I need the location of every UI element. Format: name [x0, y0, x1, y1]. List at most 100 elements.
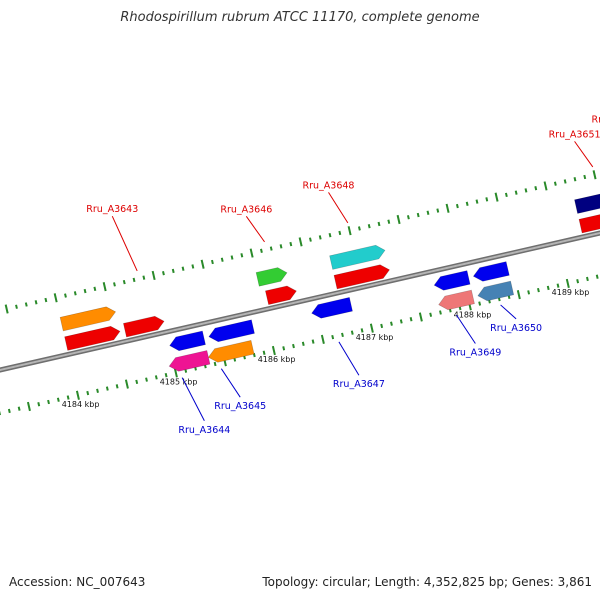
reverse-tick — [66, 395, 70, 400]
forward-tick — [289, 241, 293, 247]
reverse-tick — [213, 361, 217, 367]
forward-gene-label: Rru_A3646 — [220, 204, 272, 215]
reverse-tick — [390, 321, 393, 326]
reverse-tick — [439, 310, 442, 315]
forward-tick — [553, 181, 557, 186]
forward-tick — [416, 212, 420, 218]
forward-tick — [249, 248, 254, 258]
reverse-tick — [478, 301, 482, 306]
reverse-gene-arrow — [207, 340, 255, 363]
forward-tick — [426, 210, 430, 215]
forward-tick — [34, 300, 38, 305]
reverse-tick — [7, 408, 11, 414]
reverse-tick — [418, 312, 423, 322]
forward-tick — [406, 215, 410, 220]
reverse-tick — [262, 350, 266, 355]
forward-tick — [44, 297, 48, 303]
reverse-label-leader — [500, 304, 517, 320]
forward-tick — [396, 214, 401, 225]
reverse-gene-arrow — [433, 270, 471, 291]
reverse-tick — [320, 334, 325, 344]
reverse-gene-arrow — [472, 261, 510, 282]
reverse-tick — [271, 345, 276, 356]
forward-tick — [102, 281, 107, 292]
reverse-tick — [135, 379, 139, 385]
forward-tick — [220, 257, 224, 262]
forward-tick — [142, 275, 146, 280]
tick-layer: 4184 kbp 4185 kbp 4186 kbp 4187 kbp 4188 kbp… — [0, 170, 599, 416]
kbp-label: 4186 kbp — [258, 355, 296, 364]
forward-tick — [592, 170, 597, 180]
reverse-gene-arrow — [168, 350, 211, 372]
reverse-tick — [527, 290, 531, 295]
reverse-tick — [47, 399, 50, 405]
forward-tick — [308, 237, 312, 242]
reverse-tick — [75, 390, 80, 400]
forward-tick — [162, 271, 165, 276]
forward-tick — [494, 192, 499, 202]
forward-gene-arrow — [333, 264, 390, 290]
kbp-label: 4184 kbp — [62, 400, 100, 409]
reverse-tick — [17, 406, 21, 411]
reverse-label-leader — [338, 341, 360, 376]
reverse-tick — [154, 375, 158, 380]
reverse-tick — [86, 390, 90, 396]
forward-gene-arrow — [64, 325, 121, 351]
reverse-tick — [311, 339, 315, 344]
reverse-tick — [546, 285, 550, 291]
forward-tick — [181, 266, 185, 271]
accession-text: Accession: NC_007643 — [9, 575, 146, 589]
reverse-tick — [565, 278, 570, 289]
reverse-gene-arrow — [208, 319, 255, 343]
forward-tick — [436, 208, 440, 213]
forward-tick — [171, 268, 175, 274]
forward-gene-arrow — [574, 193, 600, 214]
forward-tick — [24, 302, 28, 307]
kbp-label: 4188 kbp — [454, 310, 492, 319]
reverse-tick — [586, 276, 589, 282]
reverse-label-leader — [456, 314, 476, 344]
gene-layer — [59, 193, 600, 372]
forward-tick — [387, 219, 391, 224]
forward-gene-arrow — [255, 267, 288, 287]
reverse-gene-label: Rru_A3650 — [490, 323, 542, 334]
forward-tick — [514, 190, 518, 195]
reverse-gene-arrow — [477, 280, 515, 302]
forward-tick — [240, 253, 244, 258]
forward-gene-arrow — [59, 306, 117, 332]
forward-tick — [53, 293, 58, 303]
reverse-tick — [331, 334, 335, 340]
forward-gene-label: Rru_A3651 — [549, 129, 600, 140]
forward-tick — [543, 181, 548, 191]
forward-tick — [504, 192, 508, 198]
forward-tick — [83, 288, 87, 294]
forward-tick — [113, 282, 116, 287]
forward-tick — [4, 304, 9, 314]
forward-tick — [211, 259, 214, 265]
reverse-gene-arrow — [311, 297, 353, 319]
reverse-tick — [360, 328, 364, 333]
reverse-tick — [164, 372, 168, 378]
forward-tick — [534, 186, 538, 191]
forward-tick — [583, 174, 587, 180]
forward-label-leader — [328, 192, 349, 224]
forward-label-leader — [111, 215, 138, 272]
forward-tick — [191, 264, 195, 269]
forward-tick — [15, 304, 18, 309]
forward-tick — [338, 230, 342, 236]
forward-tick — [298, 237, 303, 247]
reverse-tick — [96, 388, 99, 393]
forward-gene-label: Rru_A3643 — [86, 204, 138, 215]
forward-gene-arrow — [578, 214, 600, 234]
reverse-gene-arrow — [438, 289, 475, 311]
reverse-gene-label: Rru_A3644 — [178, 425, 230, 436]
forward-tick — [122, 279, 126, 285]
reverse-label-leader — [181, 377, 205, 422]
reverse-tick — [516, 290, 521, 300]
forward-tick — [260, 248, 263, 253]
reverse-gene-label: Rru_A3647 — [333, 379, 385, 390]
forward-tick — [73, 291, 77, 296]
forward-tick — [367, 224, 371, 229]
kbp-label: 4185 kbp — [160, 378, 198, 387]
